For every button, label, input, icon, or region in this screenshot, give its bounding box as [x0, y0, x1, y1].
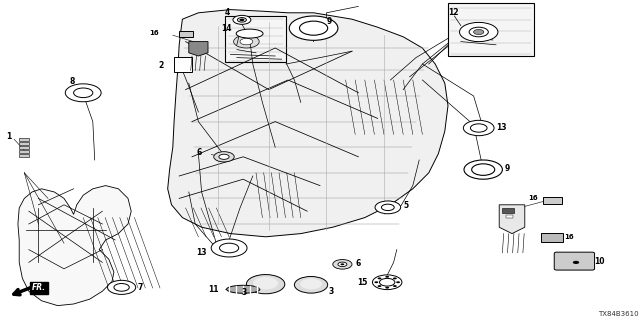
Circle shape	[234, 35, 259, 48]
Circle shape	[114, 284, 129, 291]
Circle shape	[393, 277, 397, 279]
Text: 9: 9	[504, 164, 509, 173]
Text: 7: 7	[138, 284, 143, 292]
Text: 3: 3	[241, 288, 246, 297]
Ellipse shape	[236, 29, 263, 38]
Text: 11: 11	[209, 285, 219, 294]
Text: 9: 9	[326, 17, 332, 26]
Circle shape	[74, 88, 93, 98]
Circle shape	[253, 277, 278, 290]
Circle shape	[214, 152, 234, 162]
Circle shape	[300, 278, 322, 289]
Circle shape	[65, 84, 101, 102]
Text: 16: 16	[528, 196, 538, 201]
Text: 15: 15	[358, 278, 368, 287]
Circle shape	[108, 280, 136, 294]
Polygon shape	[189, 42, 208, 56]
Circle shape	[378, 277, 381, 279]
Circle shape	[375, 201, 401, 214]
Circle shape	[372, 275, 402, 290]
Polygon shape	[18, 186, 131, 306]
Ellipse shape	[227, 285, 260, 293]
Circle shape	[463, 120, 494, 136]
Circle shape	[469, 27, 488, 37]
Circle shape	[573, 261, 579, 264]
Circle shape	[378, 285, 381, 287]
Bar	[541, 233, 563, 242]
Bar	[502, 208, 514, 213]
Circle shape	[381, 204, 394, 211]
Text: 2: 2	[158, 61, 163, 70]
Text: 6: 6	[197, 148, 202, 157]
Bar	[19, 146, 29, 149]
Circle shape	[246, 275, 285, 294]
Circle shape	[374, 281, 378, 283]
Bar	[543, 197, 562, 204]
Text: 16: 16	[564, 235, 574, 240]
Text: 1: 1	[6, 132, 12, 140]
Text: 10: 10	[594, 257, 604, 266]
Bar	[19, 138, 29, 141]
Bar	[179, 31, 193, 37]
Bar	[174, 57, 192, 72]
Circle shape	[464, 160, 502, 179]
Circle shape	[237, 18, 246, 22]
Circle shape	[460, 22, 498, 42]
Text: 6: 6	[355, 259, 360, 268]
Circle shape	[240, 38, 253, 45]
Bar	[448, 3, 534, 56]
Text: FR.: FR.	[32, 284, 46, 292]
Text: 16: 16	[149, 30, 159, 36]
Circle shape	[396, 281, 400, 283]
Circle shape	[233, 15, 251, 24]
Circle shape	[472, 164, 495, 175]
Bar	[506, 215, 513, 218]
Circle shape	[385, 287, 389, 289]
Polygon shape	[168, 10, 448, 237]
Bar	[19, 154, 29, 157]
Circle shape	[239, 19, 244, 21]
Text: 13: 13	[496, 123, 506, 132]
Text: 14: 14	[221, 24, 232, 33]
Text: TX84B3610: TX84B3610	[598, 311, 639, 317]
Text: 3: 3	[329, 287, 334, 296]
Circle shape	[220, 243, 239, 253]
Circle shape	[338, 262, 347, 267]
FancyBboxPatch shape	[554, 252, 595, 270]
Text: 4: 4	[225, 8, 230, 17]
Bar	[19, 150, 29, 153]
Circle shape	[333, 260, 352, 269]
Bar	[225, 16, 286, 62]
Circle shape	[380, 278, 395, 286]
Circle shape	[470, 124, 487, 132]
Circle shape	[300, 21, 328, 35]
Circle shape	[340, 263, 344, 265]
Bar	[19, 142, 29, 145]
Polygon shape	[499, 205, 525, 234]
Text: 12: 12	[448, 8, 458, 17]
Circle shape	[385, 276, 389, 278]
Circle shape	[474, 29, 484, 35]
Circle shape	[211, 239, 247, 257]
Text: 5: 5	[403, 201, 408, 210]
Circle shape	[219, 154, 229, 159]
Circle shape	[289, 16, 338, 40]
Circle shape	[393, 285, 397, 287]
Text: 13: 13	[196, 248, 207, 257]
Text: 8: 8	[69, 77, 74, 86]
Circle shape	[294, 276, 328, 293]
